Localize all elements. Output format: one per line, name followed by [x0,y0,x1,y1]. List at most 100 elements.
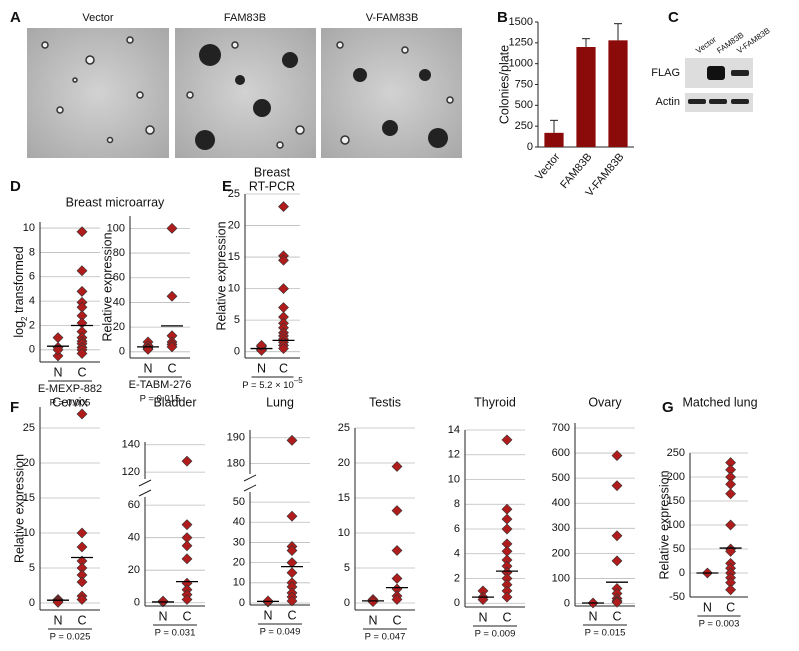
data-point [501,503,513,515]
panel-letter: A [10,9,21,26]
y-tick-label: 700 [552,422,570,434]
data-point [611,450,623,462]
data-point [181,455,193,467]
y-tick-label: 60 [113,272,125,284]
y-tick-label: 120 [122,466,140,478]
panel-letter: G [662,399,674,416]
y-tick-label: 300 [552,522,570,534]
panel-letter: B [497,9,508,26]
micrograph [321,28,462,158]
y-tick-label: 180 [227,458,245,470]
y-tick-label: 20 [338,457,350,469]
data-point [611,555,623,567]
data-point [76,527,88,539]
y-tick-label: 10 [23,527,35,539]
p-value: P = 0.049 [260,627,301,638]
data-point [166,222,178,234]
data-point [611,596,623,608]
data-point [286,510,298,522]
y-tick-label: 20 [128,564,140,576]
axis-break [243,484,257,492]
y-tick-label: 10 [338,527,350,539]
chart-title: Thyroid [474,395,516,409]
data-point [725,545,737,557]
x-tick-label: Vector [533,151,562,183]
data-point [278,302,289,313]
data-point [256,339,267,351]
data-point [76,285,88,297]
data-point [501,434,513,446]
data-point [181,540,193,552]
y-tick-label: 15 [228,251,240,263]
data-point [76,576,88,588]
p-value: P = 0.015 [140,394,181,405]
data-point [391,461,403,472]
y-tick-label: 15 [338,492,350,504]
data-point [157,595,169,607]
x-tick-label: C [279,361,288,375]
x-tick-label: C [612,609,621,623]
y-tick-label: 0 [134,597,140,609]
p-value-part: P = 5.2 × 10 [242,380,294,391]
image-label: V-FAM83B [366,12,419,24]
data-point [76,408,88,420]
y-tick-label: 100 [552,572,570,584]
y-tick-label: 150 [667,495,685,507]
y-tick-label: 10 [448,473,460,485]
p-value: P = 0.031 [155,628,196,639]
x-tick-label: N [53,613,62,627]
y-tick-label: 500 [552,472,570,484]
y-tick-label: 190 [227,432,245,444]
y-tick-label: 4 [29,295,35,307]
data-point [181,594,193,605]
y-tick-label: 500 [515,99,533,111]
y-tick-label: 20 [113,321,125,333]
x-tick-label: C [167,361,176,375]
y-axis-label: Relative expression [100,232,114,341]
y-tick-label: 0 [239,597,245,609]
data-point [286,595,298,607]
data-point [166,290,178,302]
y-tick-label: 0 [29,597,35,609]
y-axis-label: log2 transformed [12,246,28,337]
y-tick-label: 0 [234,346,240,358]
y-tick-label: 25 [338,422,350,434]
axis-break [138,489,152,497]
data-point [725,519,737,531]
y-axis-label-part: transformed [12,246,26,316]
x-tick-label: N [53,365,62,379]
panel-letter: C [668,9,679,26]
x-tick-label: C [502,610,511,624]
data-point [725,478,737,490]
data-point [286,567,298,579]
y-tick-label: 25 [228,188,240,200]
y-tick-label: 2 [454,572,460,584]
chart-title: Breast [254,165,291,179]
y-tick-label: 400 [552,497,570,509]
data-point [76,541,88,553]
y-tick-label: 14 [448,424,460,436]
bar [608,40,628,148]
data-point [278,283,289,295]
chart-title: RT-PCR [249,179,295,193]
data-point [278,254,289,266]
y-tick-label: 15 [23,492,35,504]
data-point [725,488,737,500]
panel-letter: E [222,178,232,195]
x-tick-label: C [182,609,191,623]
panel-letter: F [10,399,19,416]
blot-label: Actin [656,96,680,108]
chart-title: Breast microarray [66,195,165,209]
y-tick-label: 0 [454,597,460,609]
bar [576,47,596,147]
y-tick-label: 2 [29,319,35,331]
y-tick-label: 250 [667,447,685,459]
data-point [391,594,403,605]
x-tick-label: N [263,608,272,622]
y-tick-label: 40 [128,532,140,544]
chart-title: Testis [369,395,401,409]
data-point [367,596,379,608]
y-axis-label: Colonies/plate [497,45,511,124]
y-tick-label: 0 [527,141,533,153]
